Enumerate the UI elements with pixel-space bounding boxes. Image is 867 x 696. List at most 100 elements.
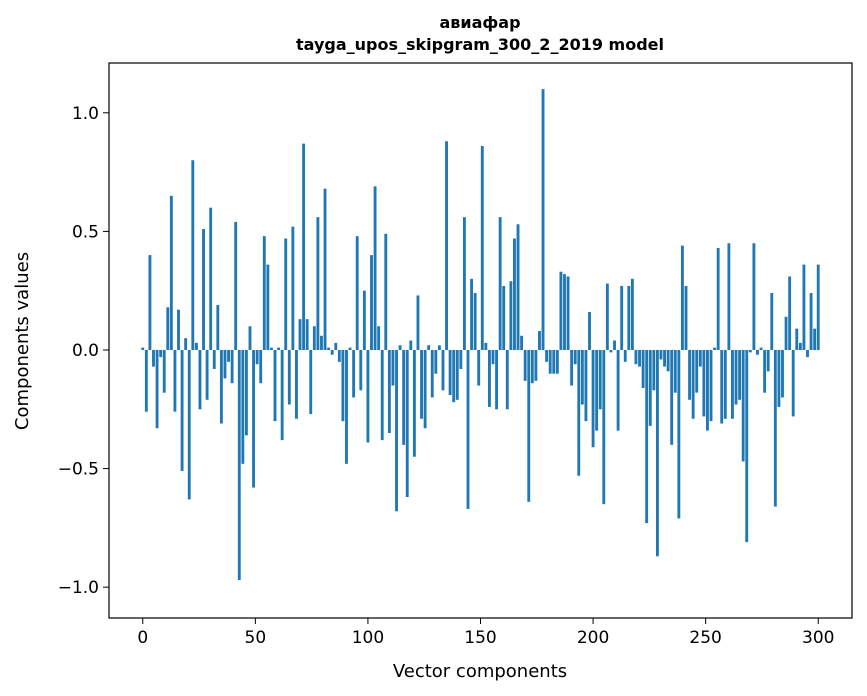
bar <box>395 349 398 512</box>
bar <box>498 217 502 350</box>
bar <box>495 349 499 410</box>
bar <box>652 349 656 391</box>
bar <box>194 342 198 350</box>
bar <box>605 283 609 350</box>
bar <box>445 141 448 350</box>
bar <box>327 347 331 350</box>
bar <box>459 349 463 369</box>
bar <box>430 349 434 398</box>
bar <box>598 349 602 410</box>
bar <box>162 349 166 393</box>
bar <box>223 349 227 379</box>
y-axis-label: Components values <box>12 252 33 430</box>
bar <box>491 349 495 365</box>
bar <box>573 349 577 365</box>
bar <box>680 245 684 350</box>
bar <box>187 349 191 500</box>
bar <box>623 349 627 362</box>
bar <box>741 349 745 462</box>
bar <box>366 349 370 443</box>
bar <box>412 349 416 457</box>
bar <box>427 345 431 350</box>
bar <box>591 349 595 448</box>
bar <box>577 349 581 476</box>
bar <box>595 349 599 431</box>
x-tick-label: 50 <box>245 628 267 648</box>
bar <box>505 349 509 410</box>
bar <box>716 248 720 350</box>
bar <box>663 349 666 367</box>
bar <box>237 349 241 581</box>
y-axis-ticks: 1.0 0.5 0.0 −0.5 −1.0 <box>58 104 109 598</box>
bar-series <box>141 89 820 581</box>
bar <box>402 349 406 445</box>
bar <box>262 236 266 350</box>
bar <box>548 349 552 374</box>
bar <box>555 349 559 374</box>
y-tick-label: −1.0 <box>58 578 99 598</box>
bar <box>441 349 445 391</box>
bar <box>391 349 395 386</box>
bar <box>516 224 520 350</box>
x-tick-label: 0 <box>137 628 148 648</box>
bar <box>473 293 477 350</box>
bar <box>230 349 234 384</box>
bar <box>273 349 277 422</box>
bar <box>420 349 423 419</box>
bar <box>620 285 624 350</box>
bar <box>409 340 413 350</box>
bar <box>720 349 724 424</box>
x-tick-label: 200 <box>577 628 609 648</box>
bar <box>423 349 427 429</box>
bar <box>488 349 491 407</box>
bar <box>523 349 527 381</box>
bar <box>216 304 220 350</box>
bar <box>480 146 484 350</box>
bar <box>470 278 473 350</box>
bar <box>666 349 670 372</box>
bar <box>198 349 202 410</box>
bar <box>513 238 516 350</box>
chart-title-line-2: tayga_upos_skipgram_300_2_2019 model <box>296 35 664 54</box>
bar <box>691 349 695 419</box>
bar <box>630 278 634 350</box>
bar <box>455 349 459 400</box>
bar <box>248 326 252 350</box>
bar <box>141 347 145 350</box>
bar <box>702 349 706 417</box>
bar <box>212 349 216 369</box>
bar <box>727 243 731 350</box>
bar <box>191 160 195 350</box>
bar <box>398 345 402 350</box>
y-tick-label: 0.5 <box>72 222 99 242</box>
bar <box>609 349 613 353</box>
bar <box>673 349 677 393</box>
bar <box>627 285 631 350</box>
bar <box>244 349 248 436</box>
bar <box>334 342 338 350</box>
bar <box>323 188 327 350</box>
bar <box>320 335 323 350</box>
bar <box>416 295 420 350</box>
bar <box>806 349 809 358</box>
bar <box>659 349 663 360</box>
bar <box>180 349 184 471</box>
bar <box>309 349 313 415</box>
bar <box>773 349 777 507</box>
bar <box>295 349 298 419</box>
bar <box>738 349 742 400</box>
bar <box>184 338 188 350</box>
bar <box>706 349 709 431</box>
bar <box>277 347 281 350</box>
bar <box>387 349 391 433</box>
bar <box>538 331 541 350</box>
bar <box>359 349 363 391</box>
x-tick-label: 300 <box>802 628 834 648</box>
bar <box>370 255 373 350</box>
bar <box>466 349 470 509</box>
bar <box>502 285 506 350</box>
bar <box>616 349 620 431</box>
bar <box>613 340 616 350</box>
bar <box>152 349 155 367</box>
bar <box>638 349 641 367</box>
